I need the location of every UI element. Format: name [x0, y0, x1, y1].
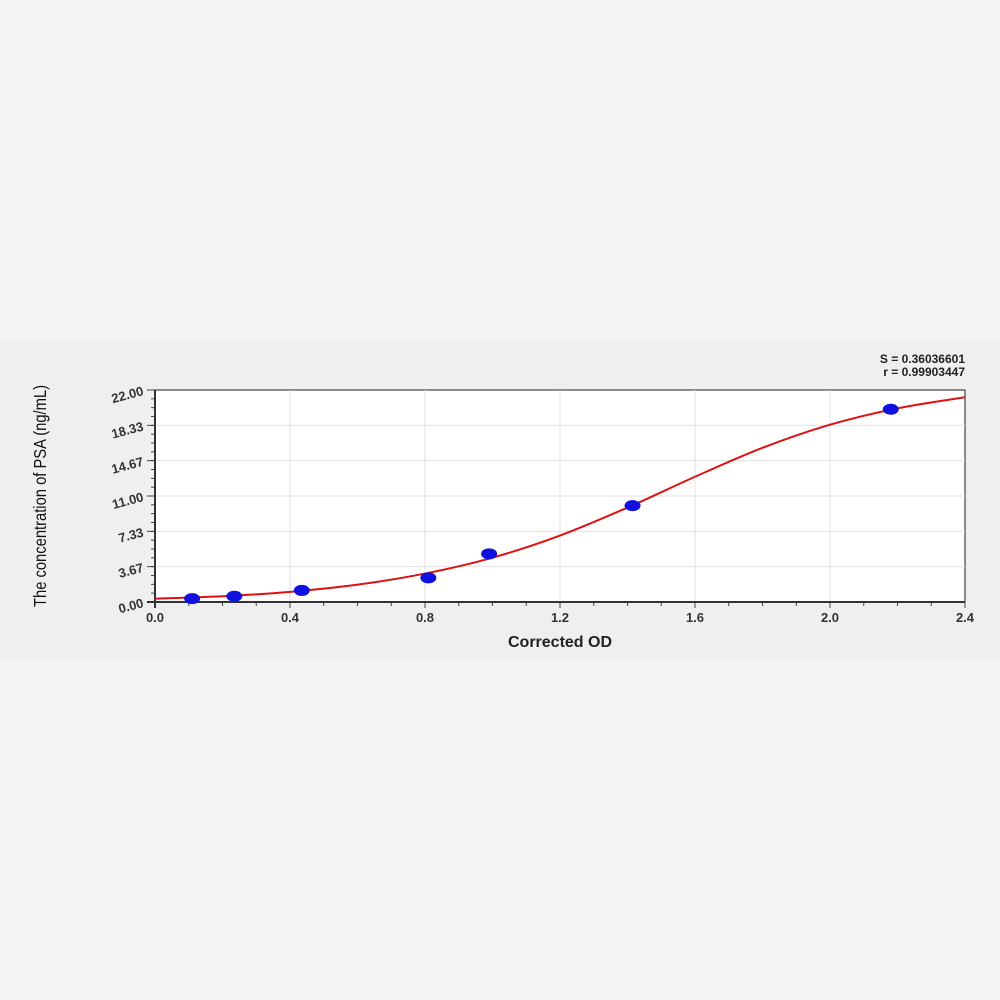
y-tick-label: 7.33 — [117, 525, 145, 546]
data-point — [481, 548, 498, 560]
y-tick-label: 3.67 — [117, 560, 145, 581]
x-tick-label: 2.4 — [956, 610, 975, 625]
y-tick-label: 14.67 — [110, 454, 145, 477]
x-tick-label: 0.0 — [146, 610, 164, 625]
x-tick-label: 1.2 — [551, 610, 569, 625]
y-tick-label: 11.00 — [110, 489, 145, 512]
data-point — [226, 590, 243, 602]
x-tick-label: 1.6 — [686, 610, 704, 625]
data-points — [184, 403, 899, 605]
x-tick-label: 2.0 — [821, 610, 839, 625]
y-axis-label: The concentration of PSA (ng/mL) — [31, 385, 51, 607]
x-tick-label: 0.8 — [416, 610, 434, 625]
s-annotation: S = 0.36036601 — [880, 352, 965, 366]
y-tick-label: 0.00 — [117, 595, 145, 616]
data-point — [184, 593, 201, 605]
y-tick-label: 18.33 — [110, 419, 145, 442]
fit-curve — [154, 396, 966, 600]
gridlines — [155, 390, 965, 602]
data-point — [293, 584, 310, 596]
data-point — [882, 403, 899, 415]
x-tick-label: 0.4 — [281, 610, 300, 625]
r-annotation: r = 0.99903447 — [883, 365, 965, 379]
data-point — [420, 572, 437, 584]
y-tick-labels: 0.00 3.67 7.33 11.00 14.67 18.33 22.00 — [110, 383, 145, 616]
x-axis-label: Corrected OD — [508, 634, 612, 651]
y-tick-label: 22.00 — [110, 383, 145, 406]
axes — [147, 389, 966, 608]
data-point — [624, 500, 641, 512]
x-tick-labels: 0.0 0.4 0.8 1.2 1.6 2.0 2.4 — [146, 610, 975, 625]
